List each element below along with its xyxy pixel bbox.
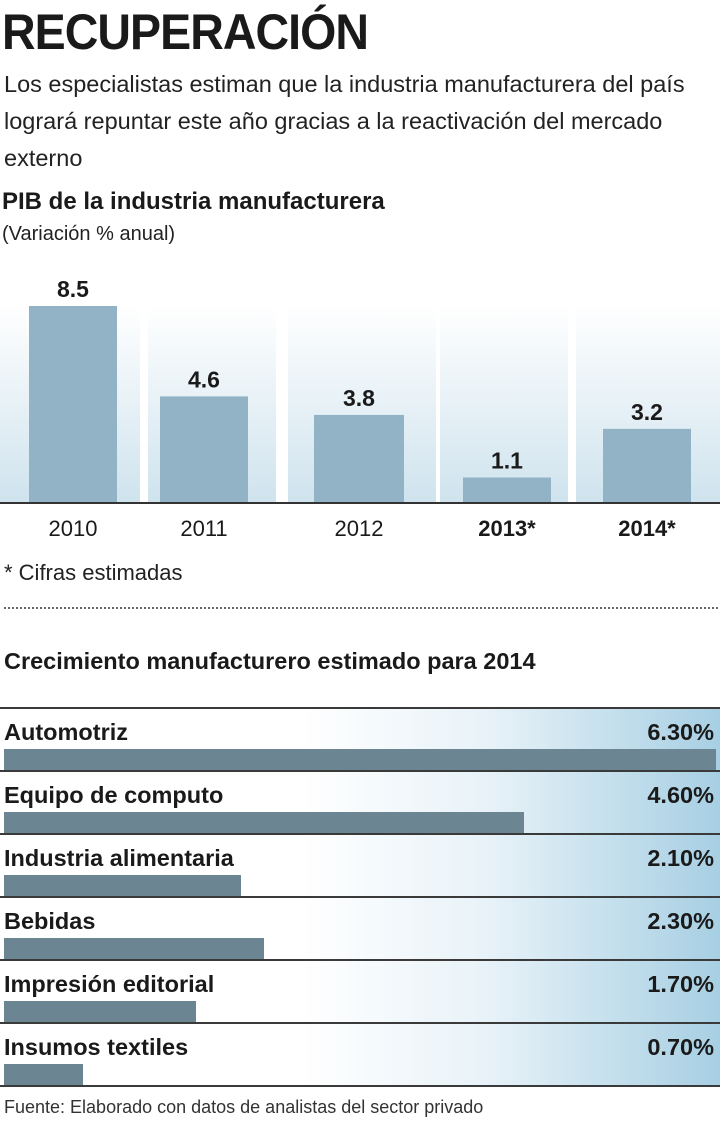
- growth-bar: [4, 875, 242, 896]
- growth-bar: [4, 1001, 197, 1022]
- growth-category-label: Industria alimentaria: [4, 845, 234, 871]
- growth-value-label: 2.10%: [647, 845, 714, 871]
- growth-bar-list: Automotriz 6.30% Equipo de computo 4.60% Ind…: [0, 707, 720, 1087]
- pib-bar-chart: 8.5 2010 4.6 2011 3.8 2012 1.1 2013* 3.2 2014*: [0, 276, 720, 541]
- growth-row: Bebidas 2.30%: [0, 896, 720, 959]
- growth-value-label: 1.70%: [647, 971, 714, 997]
- growth-category-label: Impresión editorial: [4, 971, 215, 997]
- growth-row: Equipo de computo 4.60%: [0, 770, 720, 833]
- growth-bar: [4, 749, 716, 770]
- x-tick-label: 2014*: [618, 516, 676, 541]
- chart-title: PIB de la industria manufacturera: [2, 188, 385, 215]
- subtitle: Los especialistas estiman que la industr…: [4, 71, 685, 171]
- growth-row: Industria alimentaria 2.10%: [0, 833, 720, 896]
- footnote: * Cifras estimadas: [4, 560, 183, 585]
- growth-value-label: 2.30%: [647, 908, 714, 934]
- bar-value-label: 1.1: [491, 448, 523, 474]
- bar-value-label: 4.6: [188, 366, 220, 392]
- growth-category-label: Equipo de computo: [4, 782, 224, 808]
- growth-row: Automotriz 6.30%: [0, 707, 720, 770]
- bar-2013: [463, 477, 551, 503]
- source-note: Fuente: Elaborado con datos de analistas…: [4, 1097, 484, 1117]
- bar-2012: [314, 414, 404, 503]
- column-highlight-2013: [440, 305, 568, 503]
- page-title: RECUPERACIÓN: [2, 4, 369, 60]
- growth-category-label: Insumos textiles: [4, 1034, 189, 1060]
- bar-value-label: 8.5: [57, 276, 89, 302]
- chart-subtitle: (Variación % anual): [2, 223, 176, 245]
- growth-bar: [4, 812, 524, 833]
- bar-2010: [29, 306, 117, 503]
- x-tick-label: 2013*: [478, 516, 536, 541]
- growth-row: Insumos textiles 0.70%: [0, 1022, 720, 1085]
- list-bottom-rule: [0, 1085, 720, 1087]
- growth-category-label: Bebidas: [4, 908, 96, 934]
- x-tick-label: 2012: [335, 516, 384, 541]
- growth-bar: [4, 938, 264, 959]
- bar-2011: [160, 396, 248, 503]
- x-tick-label: 2010: [49, 516, 98, 541]
- row-gradient-background: [0, 1024, 720, 1085]
- section-divider: [4, 607, 718, 609]
- growth-value-label: 6.30%: [647, 719, 714, 745]
- growth-category-label: Automotriz: [4, 719, 129, 745]
- bar-value-label: 3.2: [631, 399, 663, 425]
- bar-value-label: 3.8: [343, 385, 375, 411]
- growth-row: Impresión editorial 1.70%: [0, 959, 720, 1022]
- x-tick-label: 2011: [180, 516, 227, 541]
- growth-section-title: Crecimiento manufacturero estimado para …: [4, 648, 536, 674]
- growth-value-label: 4.60%: [647, 782, 714, 808]
- bar-2014: [603, 428, 691, 503]
- growth-bar: [4, 1064, 84, 1085]
- growth-value-label: 0.70%: [647, 1034, 714, 1060]
